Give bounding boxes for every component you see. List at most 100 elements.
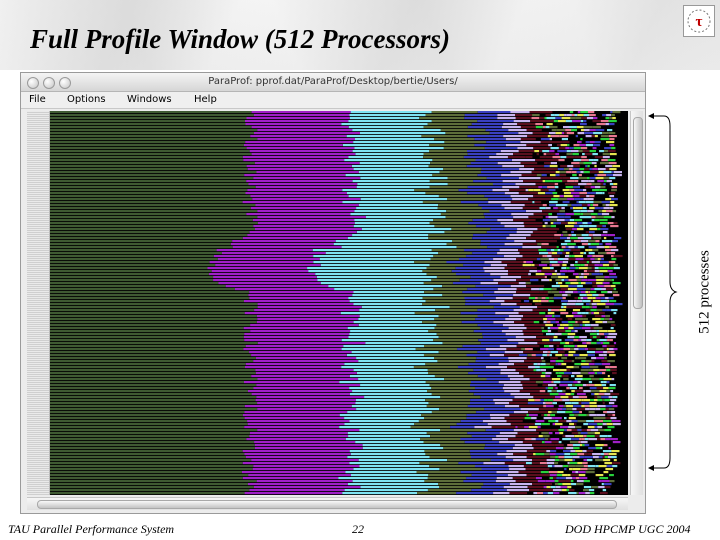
profile-bar-segment [504, 267, 524, 270]
profile-bar-segment [499, 249, 518, 252]
profile-plot[interactable] [50, 111, 628, 495]
profile-bar-segment [573, 381, 578, 384]
profile-bar-segment [610, 369, 617, 372]
profile-bar-segment [245, 363, 345, 366]
profile-bar-segment [424, 345, 463, 348]
profile-bar-segment [250, 135, 347, 138]
profile-bar-segment [50, 234, 248, 237]
profile-bar-segment [561, 363, 567, 366]
menu-file[interactable]: File [29, 94, 46, 105]
zoom-icon[interactable] [59, 77, 71, 89]
profile-bar-segment [568, 321, 576, 324]
profile-bar-segment [50, 471, 242, 474]
profile-bar-segment [597, 213, 602, 216]
profile-bar-segment [544, 162, 551, 165]
profile-bar-segment [556, 345, 560, 348]
profile-bar-segment [589, 207, 595, 210]
profile-bar-segment [611, 378, 615, 381]
profile-bar-segment [540, 141, 563, 144]
profile-bar-segment [600, 258, 604, 261]
vertical-scroll-thumb[interactable] [633, 117, 643, 309]
profile-bar-segment [594, 420, 603, 423]
profile-bar-segment [566, 303, 576, 306]
profile-bar-segment [464, 441, 499, 444]
profile-bar-segment [50, 120, 245, 123]
profile-bar-segment [422, 201, 461, 204]
profile-bar-segment [357, 372, 428, 375]
profile-bar-segment [568, 396, 573, 399]
profile-bar-segment [584, 168, 590, 171]
profile-bar-segment [466, 255, 504, 258]
profile-bar-segment [588, 111, 595, 114]
profile-bar-segment [604, 276, 610, 279]
profile-bar-segment [257, 306, 362, 309]
profile-bar-segment [612, 165, 620, 168]
profile-bar-segment [357, 183, 448, 186]
profile-bar-segment [577, 132, 585, 135]
profile-bar-segment [558, 480, 565, 483]
profile-bar-segment [420, 438, 461, 441]
horizontal-scroll-thumb[interactable] [37, 500, 617, 509]
profile-bar-segment [591, 237, 594, 240]
profile-bar-segment [591, 162, 597, 165]
profile-bar-segment [595, 351, 604, 354]
profile-bar-segment [425, 381, 471, 384]
close-icon[interactable] [27, 77, 39, 89]
window-titlebar[interactable]: ParaProf: pprof.dat/ParaProf/Desktop/ber… [21, 73, 645, 92]
profile-bar-segment [544, 273, 553, 276]
profile-bar-segment [50, 411, 245, 414]
profile-bar-segment [490, 417, 505, 420]
horizontal-scrollbar[interactable] [27, 497, 628, 510]
profile-bar-segment [590, 300, 593, 303]
profile-bar-segment [577, 345, 582, 348]
profile-bar-segment [339, 426, 411, 429]
profile-bar-segment [257, 408, 356, 411]
profile-bar-segment [606, 369, 611, 372]
profile-bar-segment [444, 141, 487, 144]
profile-bar-segment [521, 348, 525, 351]
profile-bar-segment [603, 483, 612, 486]
profile-bar-segment [50, 468, 253, 471]
profile-bar-segment [245, 120, 349, 123]
profile-bar-segment [452, 240, 481, 243]
profile-bar-segment [613, 183, 618, 186]
profile-bar-segment [518, 354, 528, 357]
profile-bar-segment [463, 156, 490, 159]
profile-bar-segment [423, 156, 464, 159]
profile-bar-segment [413, 366, 458, 369]
profile-bar-segment [562, 465, 569, 468]
profile-bar-segment [50, 261, 210, 264]
profile-bar-segment [542, 354, 547, 357]
profile-bar-segment [50, 444, 255, 447]
profile-bar-segment [520, 162, 538, 165]
profile-bar-segment [554, 186, 559, 189]
profile-bar-segment [536, 369, 541, 372]
profile-bar-segment [581, 282, 586, 285]
profile-bar-segment [50, 447, 255, 450]
profile-bar-segment [554, 444, 564, 447]
profile-bar-segment [477, 309, 514, 312]
vertical-scrollbar[interactable] [630, 111, 643, 495]
profile-bar-segment [50, 162, 255, 165]
profile-bar-segment [591, 273, 600, 276]
profile-bar-segment [562, 408, 567, 411]
profile-bar-segment [580, 171, 584, 174]
profile-bar-segment [592, 189, 600, 192]
profile-bar-segment [579, 411, 582, 414]
profile-bar-segment [586, 303, 590, 306]
profile-bar-segment [583, 318, 588, 321]
profile-bar-segment [50, 339, 245, 342]
profile-bar-segment [553, 399, 563, 402]
profile-bar-segment [510, 171, 532, 174]
menu-help[interactable]: Help [194, 94, 217, 105]
profile-bar-segment [50, 174, 245, 177]
minimize-icon[interactable] [43, 77, 55, 89]
menu-windows[interactable]: Windows [127, 94, 172, 105]
profile-bar-segment [356, 399, 425, 402]
menu-options[interactable]: Options [67, 94, 106, 105]
profile-bar-segment [561, 306, 564, 309]
profile-bar-segment [578, 297, 581, 300]
profile-bar-segment [350, 393, 432, 396]
profile-bar-segment [608, 402, 615, 405]
profile-bar-segment [532, 201, 535, 204]
